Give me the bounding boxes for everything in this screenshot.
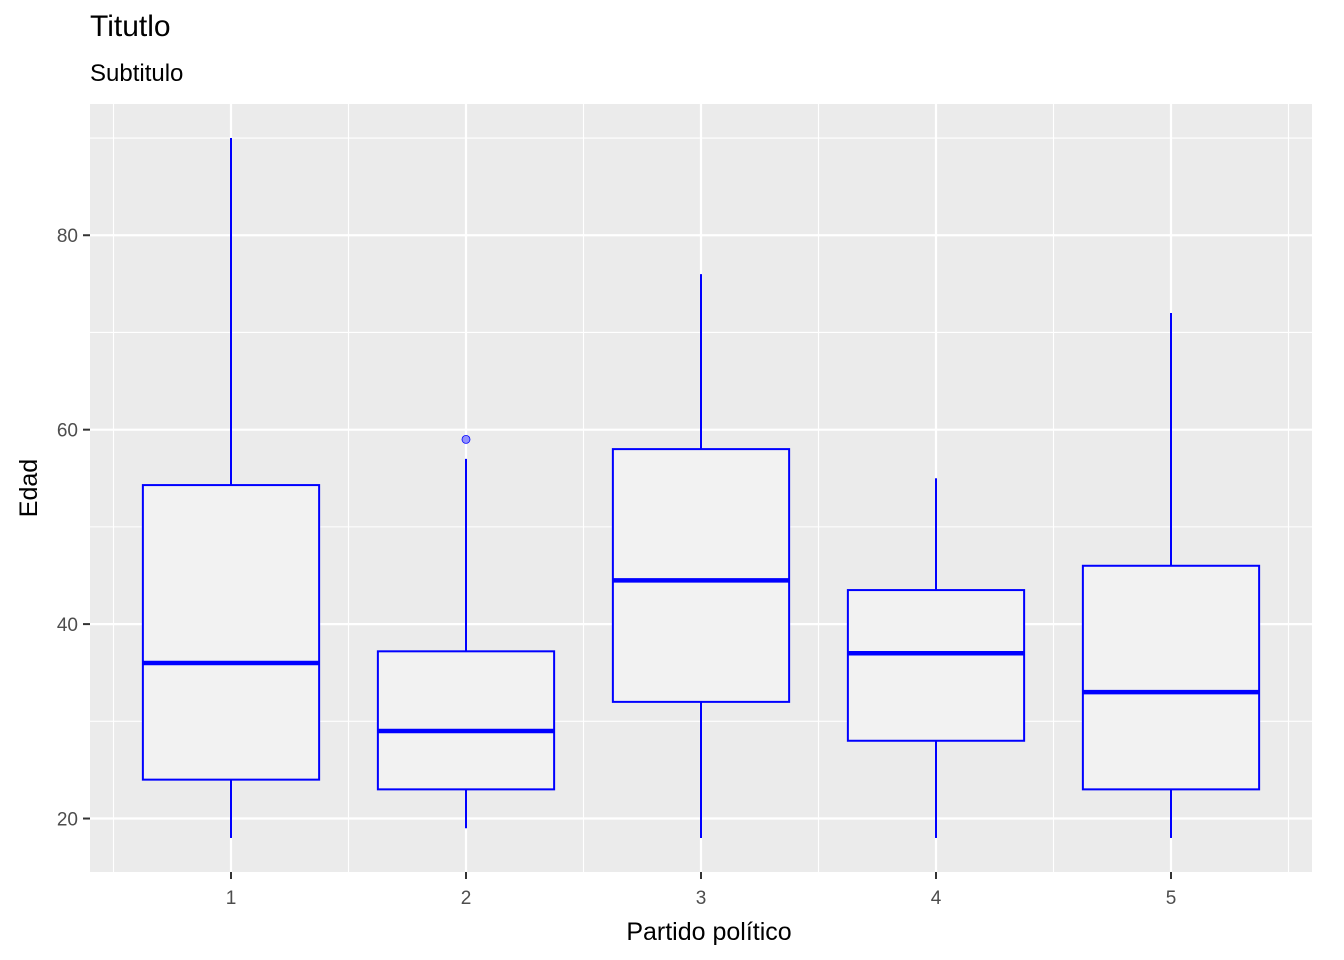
y-axis: 20 40 60 80: [57, 226, 90, 831]
box-group-1: [141, 138, 321, 838]
y-tick-label: 40: [57, 615, 78, 636]
box-body: [376, 650, 556, 791]
y-tick-label: 60: [57, 421, 78, 442]
chart-subtitle: Subtitulo: [90, 60, 184, 87]
x-tick-label: 5: [1166, 888, 1177, 909]
chart-title: Titutlo: [90, 10, 171, 43]
box-group-4: [846, 478, 1026, 838]
y-tick-label: 80: [57, 226, 78, 247]
y-tick-label: 20: [57, 810, 78, 831]
x-tick-label: 1: [226, 888, 237, 909]
x-tick-label: 3: [696, 888, 707, 909]
box-body: [846, 589, 1026, 742]
box-body: [1081, 564, 1261, 791]
box-group-3: [611, 274, 791, 838]
box-group-5: [1081, 313, 1261, 838]
x-tick-label: 4: [931, 888, 942, 909]
boxes-layer: [141, 138, 1261, 838]
x-axis: 1 2 3 4 5: [226, 872, 1177, 909]
x-tick-label: 2: [461, 888, 472, 909]
outlier-point: [461, 434, 471, 444]
box-body: [141, 484, 321, 781]
box-group-2: [376, 434, 556, 829]
box-body: [611, 448, 791, 703]
y-axis-title: Edad: [15, 459, 43, 517]
x-axis-title: Partido político: [626, 918, 791, 946]
